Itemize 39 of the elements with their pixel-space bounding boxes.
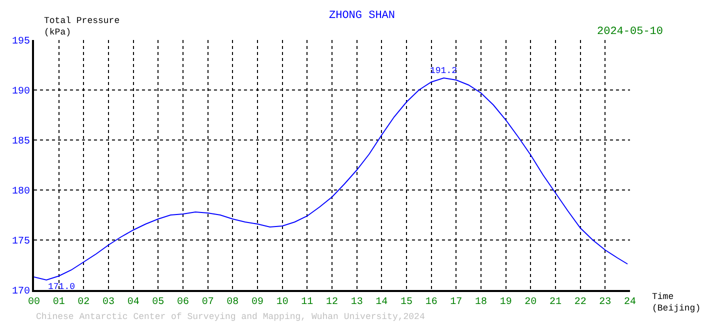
x-tick-label: 19 [500,297,512,308]
x-tick-label: 15 [400,297,413,308]
x-axis-title: Time (Beijing) [652,292,701,314]
x-tick-label: 02 [78,297,90,308]
y-tick-label: 190 [12,86,30,98]
x-tick-label: 13 [350,297,363,308]
x-tick-label: 14 [376,297,388,308]
x-tick-label: 17 [450,297,462,308]
y-tick-label: 175 [12,236,30,248]
x-tick-label: 21 [549,297,562,308]
text: 2024-05-10 [597,26,664,38]
y-tick-label: 180 [12,186,30,198]
x-tick-label: 18 [474,297,488,308]
x-tick-label: 10 [276,297,288,308]
x-tick-label: 08 [226,297,239,308]
x-tick-label: 22 [574,297,586,308]
y-axis-title: Total Pressure (kPa) [44,16,120,38]
x-tick-label: 12 [326,297,338,308]
text: Chinese Antarctic Center of Surveying and Mapping, Wuhan University,2024 [36,312,425,322]
x-tick-label: 07 [202,297,214,308]
annotation: 171.0 [48,282,76,292]
line-series [34,78,628,280]
chart-title: ZHONG SHAN [329,10,396,22]
x-tick-label: 09 [251,297,264,308]
x-tick-label: 01 [52,297,65,308]
annotation: 191.2 [430,66,458,76]
x-tick-label: 11 [301,297,314,308]
y-tick-label: 195 [12,36,30,48]
x-tick-label: 16 [425,297,438,308]
x-tick-label: 23 [599,297,612,308]
x-tick-label: 03 [102,297,115,308]
x-tick-label: 06 [176,297,190,308]
y-tick-label: 170 [12,286,30,298]
x-tick-label: 00 [28,297,40,308]
x-tick-label: 04 [127,297,140,308]
x-tick-label: 05 [152,297,164,308]
x-tick-label: 20 [524,297,537,308]
y-tick-label: 185 [12,136,30,148]
x-tick-label: 24 [624,297,636,308]
